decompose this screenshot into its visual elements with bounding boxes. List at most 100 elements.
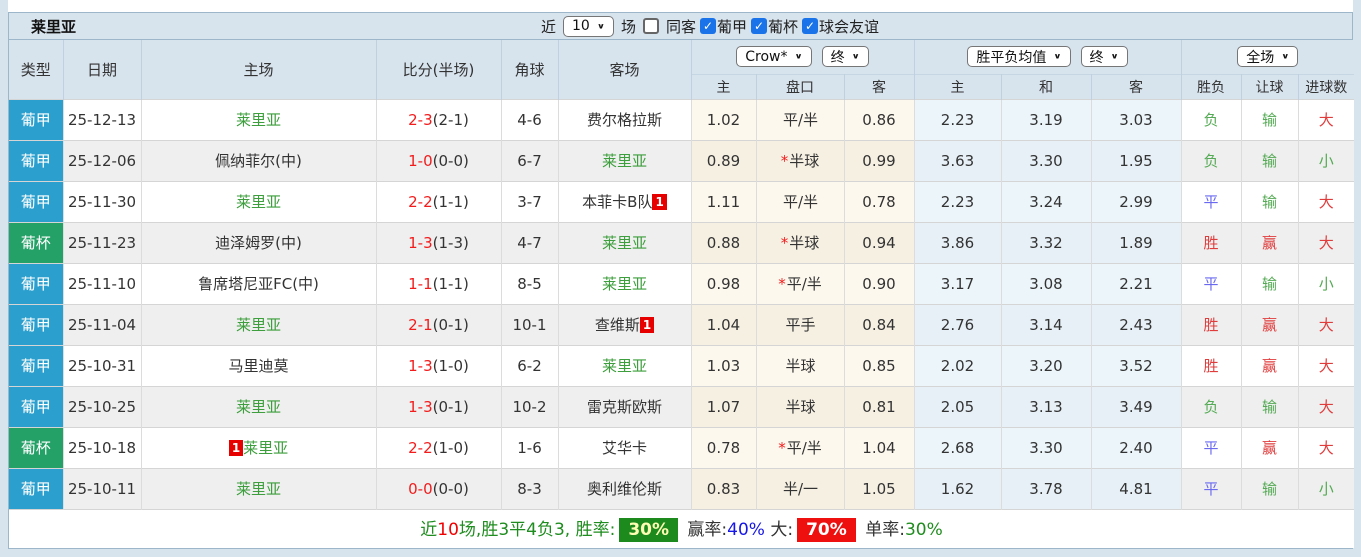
odds-away-cell: 0.86 bbox=[844, 98, 915, 140]
league1-checkbox[interactable]: ✓ bbox=[700, 18, 716, 34]
table-row: 葡甲 25-10-11 莱里亚 0-0(0-0) 8-3 奥利维伦斯 0.83 … bbox=[9, 467, 1355, 509]
avg-draw-cell: 3.30 bbox=[1001, 139, 1092, 181]
result-cell: 平 bbox=[1181, 467, 1242, 509]
avg-source-select[interactable]: 胜平负均值 ∨ bbox=[967, 46, 1071, 68]
odds-stage-select[interactable]: 终 ∨ bbox=[821, 46, 869, 68]
same-away-label: 同客 bbox=[665, 17, 696, 36]
result-text: 胜 bbox=[1203, 357, 1219, 375]
odds-home-cell: 1.04 bbox=[691, 303, 757, 345]
home-team-cell: 莱里亚 bbox=[141, 303, 377, 345]
away-team-name: 莱里亚 bbox=[601, 357, 647, 375]
goals-cell: 大 bbox=[1298, 303, 1355, 345]
halftime-score: (0-0) bbox=[432, 151, 469, 170]
handicap-star: * bbox=[778, 439, 786, 457]
handicap-cell: 半球 bbox=[756, 344, 845, 386]
goals-text: 大 bbox=[1318, 398, 1334, 416]
result-cell: 平 bbox=[1181, 426, 1242, 468]
subheader-odds-away: 客 bbox=[844, 73, 915, 99]
title-bar: 莱里亚 近 10 ∨ 场 同客 ✓ 葡甲 ✓ 葡杯 ✓ 球会友谊 bbox=[9, 13, 1352, 40]
result-cell: 胜 bbox=[1181, 344, 1242, 386]
fulltime-score: 1-3 bbox=[408, 397, 433, 416]
handicap-cell: 半/一 bbox=[756, 467, 845, 509]
handicap-result-text: 输 bbox=[1261, 152, 1277, 170]
col-header-corner: 角球 bbox=[501, 40, 559, 99]
match-date: 25-12-06 bbox=[63, 139, 142, 181]
col-header-away: 客场 bbox=[558, 40, 692, 99]
result-cell: 负 bbox=[1181, 385, 1242, 427]
home-team-name: 莱里亚 bbox=[235, 193, 281, 211]
goals-text: 大 bbox=[1318, 111, 1334, 129]
check-icon: ✓ bbox=[702, 19, 714, 33]
avg-draw-cell: 3.08 bbox=[1001, 262, 1092, 304]
away-team-cell: 本菲卡B队 1 bbox=[558, 180, 692, 222]
away-team-cell: 奥利维伦斯 bbox=[558, 467, 692, 509]
goals-cell: 大 bbox=[1298, 98, 1355, 140]
league2-checkbox[interactable]: ✓ bbox=[751, 18, 768, 34]
result-cell: 平 bbox=[1181, 262, 1242, 304]
scope-select[interactable]: 全场 ∨ bbox=[1237, 46, 1299, 68]
chevron-down-icon: ∨ bbox=[794, 52, 803, 61]
corner-cell: 4-6 bbox=[501, 98, 559, 140]
same-away-checkbox[interactable] bbox=[642, 18, 659, 34]
avg-draw-cell: 3.13 bbox=[1001, 385, 1092, 427]
col-header-type: 类型 bbox=[9, 40, 64, 99]
league3-checkbox[interactable]: ✓ bbox=[802, 18, 819, 34]
handicap-cell: *平/半 bbox=[756, 426, 845, 468]
handicap-cell: 平/半 bbox=[756, 98, 845, 140]
corner-cell: 10-2 bbox=[501, 385, 559, 427]
away-team-cell: 艾华卡 bbox=[558, 426, 692, 468]
corner-cell: 8-5 bbox=[501, 262, 559, 304]
handicap-result-text: 输 bbox=[1261, 398, 1277, 416]
avg-draw-cell: 3.32 bbox=[1001, 221, 1092, 263]
odds-source-select[interactable]: Crow* ∨ bbox=[736, 46, 812, 68]
goals-cell: 小 bbox=[1298, 262, 1355, 304]
league-badge: 葡甲 bbox=[9, 180, 64, 222]
home-team-cell: 迪泽姆罗(中) bbox=[141, 221, 377, 263]
odds-away-cell: 0.81 bbox=[844, 385, 915, 427]
avg-away-cell: 2.43 bbox=[1091, 303, 1182, 345]
match-date: 25-10-31 bbox=[63, 344, 142, 386]
avg-home-cell: 2.02 bbox=[914, 344, 1002, 386]
handicap-text: 平/半 bbox=[786, 275, 822, 293]
odds-home-cell: 0.78 bbox=[691, 426, 757, 468]
league-badge: 葡杯 bbox=[9, 221, 64, 263]
score-cell: 2-2(1-0) bbox=[376, 426, 502, 468]
result-cell: 胜 bbox=[1181, 303, 1242, 345]
result-text: 胜 bbox=[1203, 316, 1219, 334]
big-rate-badge: 70% bbox=[797, 518, 856, 543]
table-row: 葡杯 25-10-18 1 莱里亚 2-2(1-0) 1-6 艾华卡 0.78 *… bbox=[9, 426, 1355, 468]
handicap-star: * bbox=[780, 152, 789, 170]
avg-away-cell: 3.03 bbox=[1091, 98, 1182, 140]
avg-away-cell: 3.52 bbox=[1091, 344, 1182, 386]
avg-home-cell: 1.62 bbox=[914, 467, 1002, 509]
result-cell: 负 bbox=[1181, 98, 1242, 140]
away-team-cell: 莱里亚 bbox=[558, 344, 692, 386]
home-team-cell: 马里迪莫 bbox=[141, 344, 377, 386]
odds-home-cell: 0.83 bbox=[691, 467, 757, 509]
goals-cell: 大 bbox=[1298, 385, 1355, 427]
halftime-score: (2-1) bbox=[432, 110, 469, 129]
subheader-avg-away: 客 bbox=[1091, 73, 1182, 99]
avg-draw-cell: 3.14 bbox=[1001, 303, 1092, 345]
col-header-score: 比分(半场) bbox=[376, 40, 502, 99]
away-team-name: 雷克斯欧斯 bbox=[586, 398, 662, 416]
match-date: 25-11-04 bbox=[63, 303, 142, 345]
handicap-result-cell: 赢 bbox=[1241, 221, 1299, 263]
halftime-score: (1-1) bbox=[432, 192, 469, 211]
handicap-result-text: 赢 bbox=[1261, 316, 1277, 334]
corner-cell: 6-2 bbox=[501, 344, 559, 386]
subheader-result: 胜负 bbox=[1181, 73, 1242, 99]
league1-label: 葡甲 bbox=[717, 17, 748, 36]
avg-draw-cell: 3.24 bbox=[1001, 180, 1092, 222]
avg-away-cell: 4.81 bbox=[1091, 467, 1182, 509]
recent-count-select[interactable]: 10 ∨ bbox=[563, 15, 614, 37]
away-team-name: 莱里亚 bbox=[601, 275, 647, 293]
goals-cell: 大 bbox=[1298, 344, 1355, 386]
away-team-cell: 莱里亚 bbox=[558, 221, 692, 263]
handicap-cell: *半球 bbox=[756, 139, 845, 181]
handicap-cell: 平/半 bbox=[756, 180, 845, 222]
result-text: 平 bbox=[1203, 275, 1219, 293]
fulltime-score: 1-3 bbox=[408, 233, 433, 252]
corner-cell: 8-3 bbox=[501, 467, 559, 509]
avg-stage-select[interactable]: 终 ∨ bbox=[1080, 46, 1128, 68]
